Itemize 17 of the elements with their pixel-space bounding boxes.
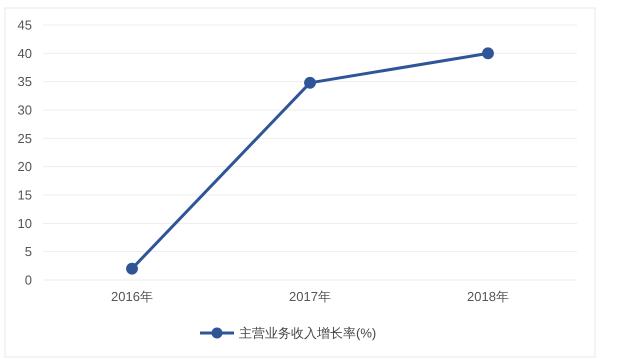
- legend-label: 主营业务收入增长率(%): [239, 326, 376, 341]
- y-tick-label: 45: [18, 18, 32, 33]
- y-tick-label: 15: [18, 188, 32, 203]
- point: [304, 76, 316, 89]
- y-tick-label: 35: [18, 74, 32, 90]
- y-tick-label: 40: [18, 46, 32, 61]
- x-tick-label: 2018年: [467, 289, 509, 304]
- y-tick-label: 0: [24, 272, 32, 288]
- point: [482, 47, 494, 60]
- y-tick-label: 10: [18, 216, 32, 231]
- x-tick-label: 2016年: [111, 289, 153, 304]
- y-tick-label: 5: [24, 244, 32, 260]
- point: [126, 262, 138, 275]
- y-tick-label: 30: [18, 102, 32, 118]
- y-tick-label: 25: [18, 130, 32, 146]
- y-tick-label: 20: [18, 159, 32, 174]
- x-tick-label: 2017年: [289, 289, 331, 304]
